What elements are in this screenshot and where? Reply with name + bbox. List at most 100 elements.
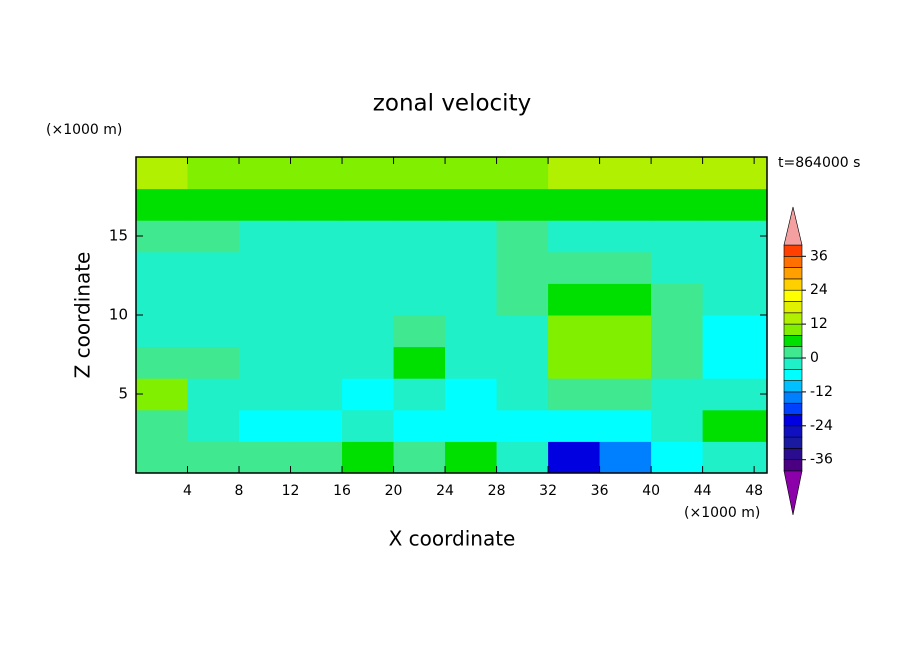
field-cell xyxy=(239,251,292,284)
field-cell xyxy=(393,315,446,348)
y-axis-title: Z coordinate xyxy=(71,252,95,379)
field-cell xyxy=(496,188,549,221)
colorbar-box xyxy=(783,391,803,404)
field-cell xyxy=(136,315,189,348)
field-cell xyxy=(239,188,292,221)
field-cell xyxy=(702,220,768,253)
colorbar-box xyxy=(783,436,803,449)
field-cell xyxy=(239,441,292,474)
field-cell xyxy=(599,315,652,348)
field-cell xyxy=(702,157,768,190)
field-cell xyxy=(393,441,446,474)
field-cell xyxy=(136,441,189,474)
field-cell xyxy=(136,378,189,411)
x-tick-label: 36 xyxy=(591,483,609,499)
colorbar-box xyxy=(783,323,803,336)
field-cell xyxy=(548,315,601,348)
field-cell xyxy=(496,315,549,348)
field-cell xyxy=(342,315,395,348)
field-cell xyxy=(290,188,343,221)
colorbar-box xyxy=(783,459,803,472)
field-cell xyxy=(342,157,395,190)
field-cell xyxy=(651,346,704,379)
chart-title: zonal velocity xyxy=(373,91,531,117)
x-tick-label: 16 xyxy=(333,483,351,499)
field-cell xyxy=(599,157,652,190)
colorbar-box xyxy=(783,255,803,268)
field-cell xyxy=(136,346,189,379)
field-cell xyxy=(239,346,292,379)
field-cell xyxy=(445,188,498,221)
field-cell xyxy=(187,315,240,348)
field-cell xyxy=(239,157,292,190)
field-cell xyxy=(393,157,446,190)
field-cell xyxy=(342,283,395,316)
x-unit: (×1000 m) xyxy=(684,505,760,521)
field-cell xyxy=(599,220,652,253)
field-cell xyxy=(239,220,292,253)
field-cell xyxy=(651,315,704,348)
field-cell xyxy=(290,409,343,442)
field-cell xyxy=(393,251,446,284)
field-cell xyxy=(548,220,601,253)
y-tick-label: 10 xyxy=(109,306,128,324)
field-cell xyxy=(445,378,498,411)
field-cell xyxy=(342,409,395,442)
field-cell xyxy=(342,220,395,253)
colorbar-box xyxy=(783,312,803,325)
field-cell xyxy=(187,346,240,379)
field-cell xyxy=(187,409,240,442)
colorbar-tick-label: 12 xyxy=(810,316,828,332)
field-cell xyxy=(599,378,652,411)
field-cell xyxy=(290,315,343,348)
x-tick-label: 44 xyxy=(694,483,712,499)
field-cell xyxy=(445,157,498,190)
field-cell xyxy=(290,157,343,190)
field-cell xyxy=(496,441,549,474)
field-cell xyxy=(136,220,189,253)
colorbar-box xyxy=(783,289,803,302)
field-cell xyxy=(136,251,189,284)
colorbar-box xyxy=(783,357,803,370)
field-cell xyxy=(342,346,395,379)
y-tick-label: 5 xyxy=(118,385,128,403)
field-cell xyxy=(496,378,549,411)
y-tick-label: 15 xyxy=(109,227,128,245)
field-cell xyxy=(599,283,652,316)
field-cell xyxy=(702,441,768,474)
colorbar-tick-label: -12 xyxy=(810,384,833,400)
field-cell xyxy=(393,409,446,442)
field-cell xyxy=(342,251,395,284)
field-cell xyxy=(702,188,768,221)
colorbar-box xyxy=(783,346,803,359)
x-tick-label: 20 xyxy=(385,483,403,499)
colorbar-box xyxy=(783,278,803,291)
colorbar-box xyxy=(783,448,803,460)
field-cell xyxy=(496,251,549,284)
field-cell xyxy=(290,251,343,284)
field-cell xyxy=(342,188,395,221)
field-cell xyxy=(702,251,768,284)
x-tick-label: 48 xyxy=(745,483,763,499)
field-cell xyxy=(239,378,292,411)
field-cell xyxy=(290,441,343,474)
colorbar-box xyxy=(783,380,803,393)
x-tick-label: 28 xyxy=(488,483,506,499)
colorbar-tick-label: 36 xyxy=(810,248,828,264)
colorbar-tick-label: 24 xyxy=(810,282,828,298)
field-cell xyxy=(496,220,549,253)
colorbar-box xyxy=(783,301,803,314)
x-tick-label: 8 xyxy=(235,483,244,499)
colorbar-box xyxy=(783,414,803,427)
colorbar-tick-label: -24 xyxy=(810,418,833,434)
field-cell xyxy=(548,283,601,316)
field-cell xyxy=(651,441,704,474)
field-cell xyxy=(393,346,446,379)
field-cell xyxy=(136,283,189,316)
field-cell xyxy=(187,251,240,284)
y-unit: (×1000 m) xyxy=(46,122,122,138)
field-cell xyxy=(702,378,768,411)
field-cell xyxy=(290,220,343,253)
field-cell xyxy=(239,315,292,348)
